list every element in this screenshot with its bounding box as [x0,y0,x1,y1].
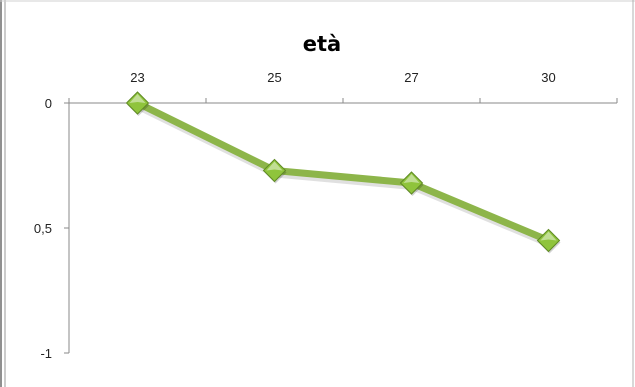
y-tick-label: -1 [40,346,52,361]
data-point-marker [536,228,561,253]
y-tick-label: 0,5 [34,221,52,236]
data-point-marker [399,171,424,195]
y-tick-label: 0 [45,96,52,111]
x-tick-label: 27 [404,70,418,85]
data-point-marker-highlight [266,161,283,171]
data-point-marker [262,158,287,183]
series-line [134,99,552,244]
data-point-marker [125,91,150,115]
data-point-marker-highlight [540,231,557,241]
x-tick-label: 23 [130,70,144,85]
chart-title: età [303,32,341,56]
x-tick-label: 30 [541,70,555,85]
tick-labels-layer: 0 0,5 -1 23 25 27 30 [34,70,556,361]
series-layer [125,91,561,254]
axes-layer [64,98,618,354]
data-point-marker-highlight [129,94,146,103]
data-point-marker-highlight [403,174,420,183]
x-tick-label: 25 [267,70,281,85]
